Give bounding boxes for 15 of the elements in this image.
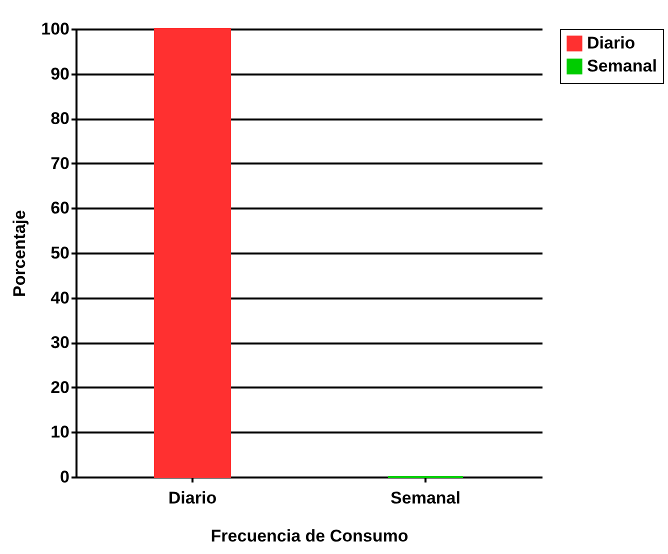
legend-label: Semanal [587, 56, 657, 76]
y-axis-title: Porcentaje [10, 210, 30, 297]
x-axis-title: Frecuencia de Consumo [210, 526, 408, 546]
y-tick-label: 70 [50, 154, 70, 173]
y-tick-label: 10 [50, 422, 70, 442]
y-tick-label: 100 [41, 20, 70, 38]
y-tick-label: 60 [50, 198, 70, 218]
y-tick-label: 50 [50, 244, 70, 262]
legend-label: Diario [587, 34, 636, 52]
y-tick-label: 30 [50, 333, 70, 352]
y-tick-label: 0 [60, 468, 70, 486]
y-tick-label: 80 [50, 109, 70, 128]
y-tick-label: 20 [50, 378, 70, 397]
y-tick-label: 90 [50, 64, 70, 84]
y-tick-label: 40 [50, 288, 70, 308]
